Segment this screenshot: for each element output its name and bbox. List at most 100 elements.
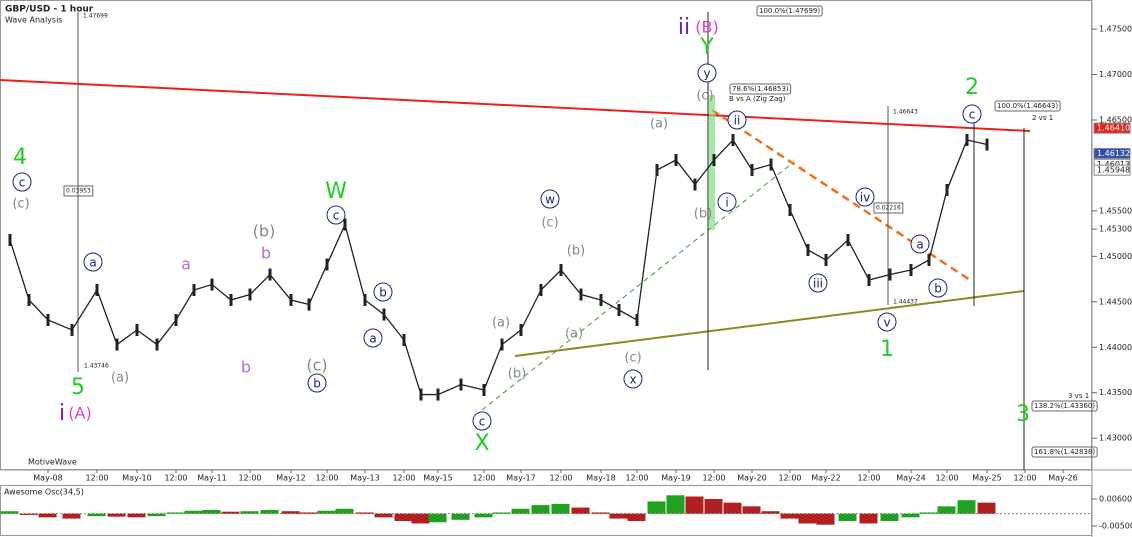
- wave-label: b: [261, 244, 271, 263]
- trend-line: [514, 290, 1025, 357]
- y-tick-label: 1.45500: [1099, 206, 1132, 215]
- osc-bar: [859, 513, 878, 524]
- candle: [539, 284, 543, 296]
- candle: [482, 384, 486, 396]
- osc-bar: [742, 506, 761, 514]
- candle: [712, 154, 716, 166]
- candle: [459, 378, 463, 391]
- level-label: 78.6%(1.46853): [732, 85, 789, 93]
- wave-label: iii: [813, 277, 823, 291]
- osc-bar: [937, 506, 956, 514]
- candle: [635, 314, 639, 326]
- osc-bar: [591, 512, 610, 514]
- measure-label: 1.44437: [893, 299, 918, 306]
- wave-label: iv: [860, 191, 870, 205]
- osc-bar: [761, 511, 780, 514]
- wave-circle: [717, 192, 737, 212]
- wave-label: (a): [650, 117, 668, 132]
- price-label: 1.46013: [1097, 160, 1130, 169]
- candle: [325, 258, 329, 271]
- osc-bar: [147, 513, 166, 517]
- wave-label: (b): [567, 244, 585, 259]
- candle: [559, 264, 563, 276]
- wave-circle: [928, 278, 948, 298]
- wave-circle: [363, 328, 383, 348]
- candle: [268, 268, 272, 281]
- candle: [750, 164, 754, 176]
- wave-label: a: [916, 238, 923, 252]
- x-tick-label: May-08: [33, 474, 62, 483]
- osc-bar: [838, 513, 857, 522]
- candle: [115, 338, 119, 351]
- candle: [289, 294, 293, 306]
- osc-bar: [335, 508, 354, 514]
- wave-label: c: [333, 209, 340, 223]
- level-label: 161.8%(1.42838): [1034, 448, 1095, 456]
- x-tick-label: May-15: [423, 474, 452, 483]
- x-tick-label: May-17: [506, 474, 535, 483]
- wave-label: x: [629, 373, 636, 387]
- candle: [382, 308, 386, 321]
- wave-label: i: [725, 196, 728, 210]
- measure-box: [873, 202, 904, 214]
- wave-circle: [472, 411, 492, 431]
- candle: [806, 244, 810, 256]
- osc-bar: [627, 513, 646, 522]
- wave-circle: [808, 273, 828, 293]
- y-tick-label: 1.47000: [1099, 70, 1132, 79]
- candle: [674, 154, 678, 166]
- measure-label: 0.03953: [66, 188, 91, 195]
- candle: [402, 334, 406, 346]
- wave-label: b: [313, 377, 321, 391]
- candle: [46, 314, 50, 326]
- wave-label: 1: [880, 337, 894, 362]
- osc-bar: [723, 502, 742, 514]
- x-tick-label: May-26: [1048, 474, 1077, 483]
- candle: [945, 184, 949, 196]
- osc-bar: [474, 513, 493, 518]
- candle: [70, 324, 74, 336]
- level-box: [1031, 446, 1098, 458]
- wave-label: (a): [111, 371, 129, 386]
- x-tick-label: May-20: [737, 474, 766, 483]
- y-tick-label: 1.45300: [1099, 225, 1132, 234]
- osc-bar: [62, 513, 81, 519]
- x-tick-label: 12:00: [549, 474, 572, 483]
- osc-bar: [492, 512, 511, 514]
- x-tick-label: May-10: [122, 474, 151, 483]
- osc-bar: [38, 513, 57, 518]
- wave-label: c: [969, 108, 976, 122]
- wave-circle: [373, 282, 393, 302]
- wave-label: (c): [624, 351, 641, 366]
- wave-label: b: [379, 286, 387, 300]
- candle: [27, 294, 31, 306]
- wave-circle: [727, 110, 747, 130]
- level-label: 3 vs 1: [1068, 392, 1089, 400]
- osc-bar: [0, 511, 19, 514]
- level-box: [994, 100, 1061, 112]
- y-tick-label: 1.43500: [1099, 388, 1132, 397]
- osc-bar: [411, 513, 430, 524]
- x-tick-label: 12:00: [935, 474, 958, 483]
- level-label: 100.0%(1.47699): [759, 7, 820, 15]
- wave-circle: [877, 312, 897, 332]
- price-label-box: [1093, 147, 1131, 159]
- osc-bar: [317, 510, 336, 514]
- osc-bar: [511, 508, 530, 514]
- osc-bar: [451, 513, 470, 520]
- trend-line: [0, 79, 1031, 132]
- wave-circle: [307, 373, 327, 393]
- candle: [617, 304, 621, 316]
- wave-circle: [83, 252, 103, 272]
- wave-label: (c): [12, 197, 29, 212]
- osc-bar: [374, 513, 393, 518]
- price-label-box: [1093, 122, 1131, 134]
- price-label: 1.46132: [1097, 149, 1130, 158]
- candle: [8, 234, 12, 246]
- x-tick-label: May-18: [586, 474, 615, 483]
- wave-label: c: [479, 415, 486, 429]
- osc-bar: [394, 513, 413, 522]
- osc-bar: [798, 513, 817, 524]
- osc-bar: [704, 498, 723, 514]
